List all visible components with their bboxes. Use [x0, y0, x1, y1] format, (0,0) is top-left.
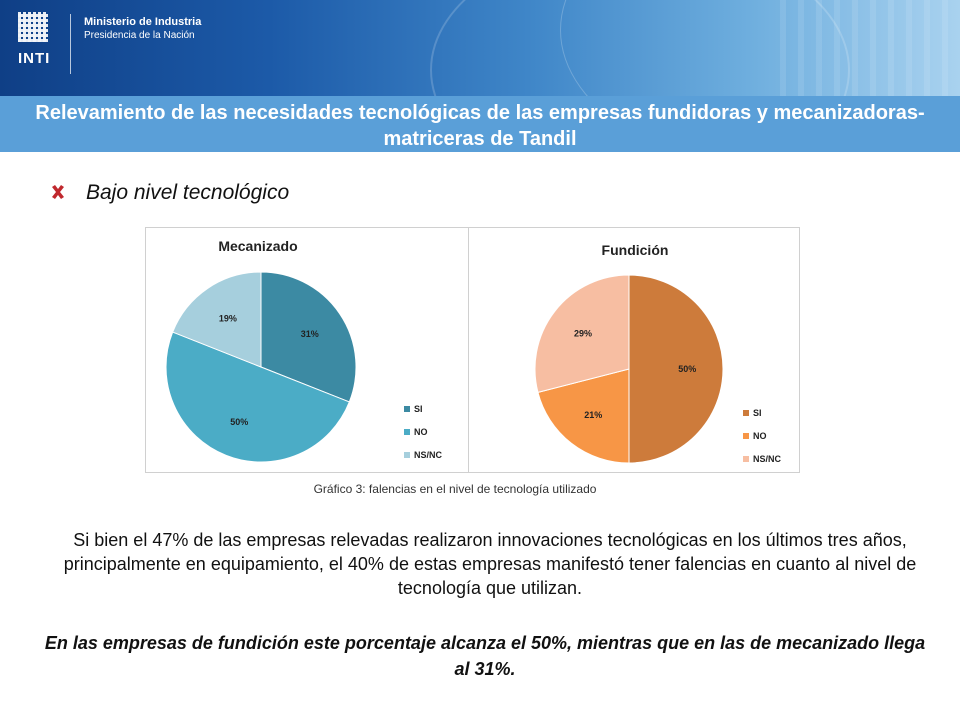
legend-label: NO [753, 431, 767, 441]
legend-label: NS/NC [414, 450, 443, 460]
chart-title: Fundición [602, 242, 669, 258]
legend-label: SI [753, 408, 762, 418]
data-label: 19% [219, 313, 237, 323]
legend-swatch [404, 452, 410, 458]
bullet-heading: Bajo nivel tecnológico [86, 181, 290, 204]
presidency-name: Presidencia de la Nación [84, 30, 195, 41]
emphasis-paragraph: En las empresas de fundición este porcen… [44, 633, 926, 679]
legend-swatch [404, 429, 410, 435]
chart-title: Mecanizado [218, 238, 297, 254]
slide-title: Relevamiento de las necesidades tecnológ… [35, 102, 925, 150]
title-bar [0, 96, 960, 152]
banner-decoration [780, 0, 960, 102]
pie-slice-nsnc [534, 274, 630, 393]
pie-chart-fundicion: Fundición 50% 21% 29% SI NO NS/NC [468, 227, 800, 473]
data-label: 50% [230, 417, 248, 427]
logo-text: INTI [18, 50, 51, 67]
pie-chart-svg: Fundición 50% 21% 29% SI NO NS/NC [534, 242, 782, 464]
data-label: 21% [584, 410, 602, 420]
legend-swatch [743, 456, 749, 462]
pie-chart-mecanizado: Mecanizado 31% 50% 19% SI NO NS/NC [145, 227, 470, 473]
data-label: 50% [678, 364, 696, 374]
red-x-icon [52, 185, 64, 199]
data-label: 29% [574, 328, 592, 338]
legend-label: SI [414, 404, 423, 414]
legend-swatch [743, 433, 749, 439]
legend-swatch [743, 410, 749, 416]
inti-logo-icon [18, 12, 48, 42]
legend-swatch [404, 406, 410, 412]
pie-chart-svg: Mecanizado 31% 50% 19% SI NO NS/NC [165, 238, 443, 463]
pie-slice-no [165, 331, 350, 463]
legend-label: NO [414, 427, 428, 437]
pie-slice-si [260, 271, 357, 403]
pie-slice-no [537, 368, 630, 464]
pie-slice-nsnc [172, 271, 262, 368]
body-paragraph: Si bien el 47% de las empresas relevadas… [63, 530, 917, 598]
header-banner: INTI Ministerio de Industria Presidencia… [0, 0, 960, 102]
logo-divider [70, 14, 71, 74]
ministry-name: Ministerio de Industria [84, 16, 202, 28]
chart-caption: Gráfico 3: falencias en el nivel de tecn… [313, 482, 597, 496]
legend-label: NS/NC [753, 454, 782, 464]
pie-slice-si [628, 274, 724, 464]
data-label: 31% [301, 329, 319, 339]
